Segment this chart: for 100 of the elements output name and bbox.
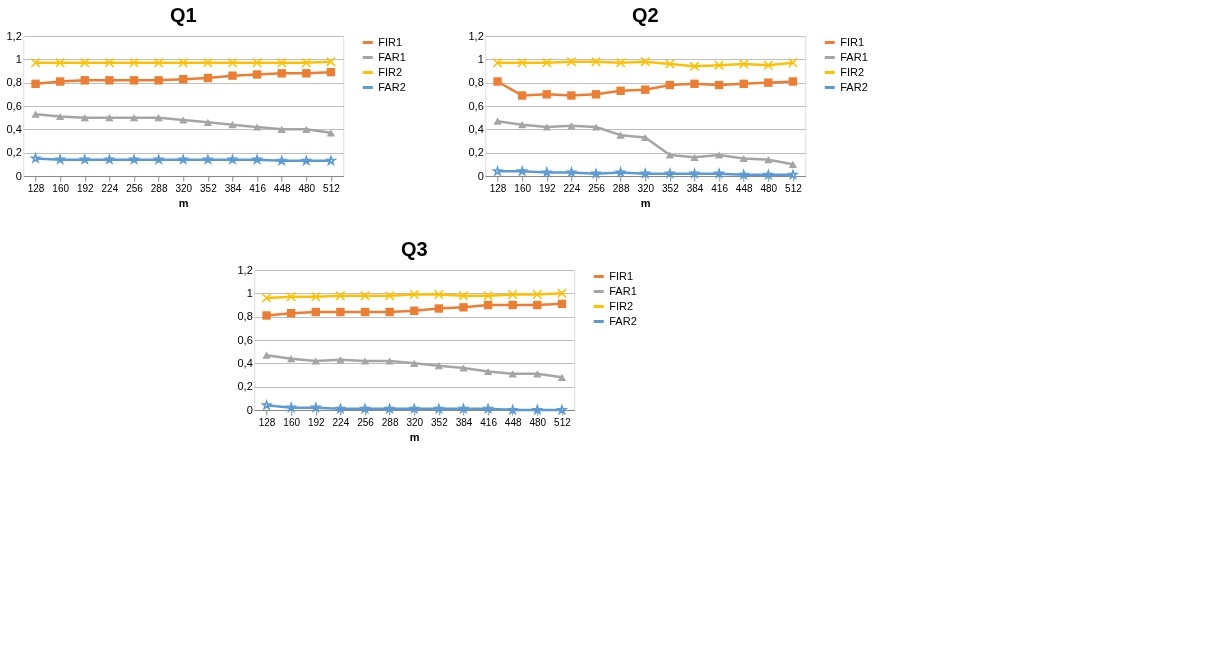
x-tick-label: 256 (588, 182, 606, 194)
point (385, 307, 394, 317)
point (738, 169, 749, 179)
point (336, 307, 345, 317)
point (276, 57, 287, 68)
x-tick-label: 160 (283, 416, 301, 428)
point (542, 123, 551, 131)
point (154, 114, 163, 122)
point (310, 291, 321, 302)
chart-title: Q3 (400, 238, 428, 260)
chart-title: Q2 (631, 4, 659, 26)
point (739, 79, 748, 89)
point (493, 117, 502, 125)
x-tick-label: 160 (52, 182, 70, 194)
y-tick-label: 0,4 (6, 122, 22, 135)
point (179, 116, 188, 124)
point (459, 303, 468, 312)
point (664, 59, 675, 69)
y-tick-label: 0,2 (237, 380, 253, 393)
point (261, 400, 272, 410)
point (508, 300, 517, 310)
x-axis-title: m (409, 430, 420, 443)
legend-label: FIR1 (378, 35, 403, 48)
point (360, 357, 370, 365)
x-tick-label: 448 (504, 416, 522, 428)
point (262, 311, 271, 320)
x-tick-label: 128 (489, 182, 507, 194)
point (483, 367, 493, 376)
point (433, 289, 444, 300)
point (80, 114, 89, 122)
x-tick-label: 160 (514, 182, 532, 194)
point (533, 300, 542, 310)
point (55, 57, 66, 68)
y-tick-label: 0,6 (6, 99, 22, 112)
point (458, 403, 469, 413)
x-tick-label: 224 (332, 416, 350, 428)
point (492, 57, 503, 68)
point (493, 77, 502, 86)
point (557, 288, 567, 299)
point (542, 90, 551, 99)
y-tick-label: 1,2 (468, 29, 484, 42)
y-tick-label: 0 (246, 403, 253, 416)
point (434, 304, 444, 313)
point (764, 156, 773, 164)
point (153, 154, 164, 164)
point (690, 79, 699, 89)
point (665, 80, 675, 90)
point (179, 74, 188, 84)
point (567, 122, 576, 130)
point (591, 90, 601, 99)
x-tick-label: 384 (224, 182, 242, 194)
point (714, 60, 725, 71)
point (517, 91, 527, 100)
x-tick-label: 352 (662, 182, 680, 194)
y-tick-label: 1 (15, 52, 22, 65)
point (153, 57, 164, 68)
point (203, 73, 213, 83)
legend-label: FIR2 (378, 65, 403, 78)
point (507, 289, 518, 300)
point (31, 79, 40, 89)
x-tick-label: 512 (554, 416, 572, 428)
point (129, 76, 139, 85)
point (55, 112, 65, 121)
point (615, 167, 626, 177)
point (129, 57, 139, 68)
x-tick-label: 320 (175, 182, 193, 194)
point (104, 154, 115, 164)
point (360, 290, 370, 301)
point (326, 67, 336, 77)
legend-label: FAR1 (609, 284, 637, 297)
point (557, 373, 567, 381)
point (665, 151, 675, 159)
x-tick-label: 480 (529, 416, 547, 428)
point (788, 77, 798, 86)
y-tick-label: 0,6 (468, 99, 484, 112)
point (517, 57, 528, 68)
point (301, 57, 312, 68)
point (567, 91, 576, 100)
point (203, 118, 213, 126)
point (227, 57, 238, 68)
point (492, 166, 503, 176)
x-tick-label: 192 (538, 182, 557, 194)
point (738, 59, 749, 69)
point (336, 356, 345, 364)
legend-label: FIR1 (609, 269, 634, 282)
x-tick-label: 480 (298, 182, 316, 194)
legend-label: FAR1 (378, 50, 406, 63)
y-tick-label: 0 (477, 169, 484, 182)
point (326, 56, 336, 67)
x-tick-label: 192 (76, 182, 95, 194)
point (788, 160, 798, 168)
x-tick-label: 256 (126, 182, 144, 194)
point (286, 355, 296, 363)
x-tick-label: 288 (381, 416, 399, 428)
legend-label: FIR2 (840, 65, 865, 78)
point (302, 125, 311, 133)
x-tick-label: 192 (307, 416, 326, 428)
point (55, 77, 65, 86)
point (409, 289, 420, 300)
x-tick-label: 128 (27, 182, 45, 194)
